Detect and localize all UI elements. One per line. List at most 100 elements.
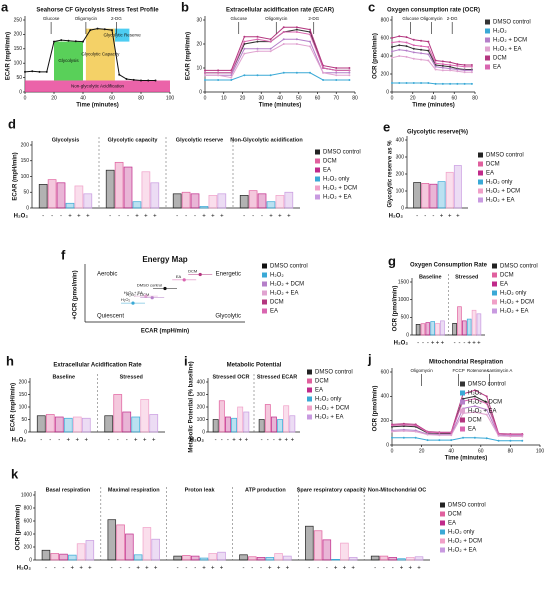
treatment-label: -: [261, 214, 263, 220]
point: [473, 405, 476, 408]
treatment-label: -: [126, 438, 128, 444]
legend-label: DCM: [500, 273, 514, 279]
point: [391, 56, 393, 59]
treatment-label: +: [441, 341, 445, 347]
bar: [217, 193, 227, 209]
bar: [41, 549, 51, 561]
injection-label: Oligomycin: [410, 368, 433, 373]
treatment-label: -: [127, 214, 129, 220]
y-tick-label: 400: [197, 379, 206, 385]
point: [441, 82, 444, 85]
bar: [435, 322, 440, 336]
injection-label: 2-DG: [308, 16, 319, 21]
point: [441, 60, 444, 63]
treatment-label: -: [308, 566, 310, 572]
y-tick-label: 600: [381, 369, 390, 375]
point: [456, 68, 459, 71]
point: [269, 47, 272, 50]
point: [217, 69, 220, 72]
treatment-label: -: [58, 438, 60, 444]
y-tick-label: 0: [29, 557, 32, 563]
treatment-label: -: [128, 566, 130, 572]
point: [463, 82, 466, 85]
treatment-label: +: [154, 566, 158, 572]
treatment-label: +: [220, 214, 224, 220]
y-tick-label: 150: [14, 46, 23, 52]
bar: [81, 417, 91, 433]
legend-swatch: [478, 161, 483, 167]
group-label: Baseline: [419, 274, 442, 280]
treatment-label: +: [277, 566, 281, 572]
bar: [466, 318, 472, 336]
point: [485, 408, 488, 411]
series-line: [392, 82, 472, 85]
bar: [113, 394, 123, 433]
point: [45, 70, 48, 73]
point: [402, 436, 405, 439]
panel-letter: g: [388, 253, 396, 268]
legend-swatch: [440, 538, 445, 544]
legend-label: H₂O₂ + EA: [448, 548, 477, 554]
legend-swatch: [478, 152, 483, 158]
treatment-label: -: [374, 566, 376, 572]
y-tick-label: 300: [197, 392, 206, 398]
bar: [140, 399, 150, 433]
legend-label: H₂O₂ + EA: [323, 195, 352, 201]
chart-title: Oxygen consumption rate (OCR): [387, 8, 480, 14]
point: [282, 26, 285, 29]
legend-swatch: [315, 194, 320, 200]
point: [335, 71, 338, 74]
y-tick-label: 0: [401, 205, 404, 211]
legend-label: H₂O₂ + EA: [315, 415, 344, 421]
treatment-label: +: [211, 566, 215, 572]
point: [269, 38, 272, 41]
point: [230, 71, 233, 74]
region: [25, 80, 170, 92]
treatment-title: H₂O₂: [14, 214, 29, 220]
point: [243, 74, 246, 77]
bar: [38, 184, 48, 209]
x-tick-label: 80: [508, 448, 514, 454]
y-tick-label: 1500: [398, 279, 409, 285]
x-axis-label: Time (minutes): [412, 103, 455, 109]
legend-label: DMSO control: [270, 264, 308, 270]
legend-label: H₂O₂ only: [486, 180, 512, 186]
quadrant-label: Glycolytic: [215, 314, 241, 320]
injection-label: FCCP: [452, 368, 464, 373]
legend-swatch: [440, 520, 445, 526]
bar: [248, 190, 258, 209]
series-line: [391, 398, 523, 436]
point: [470, 82, 473, 85]
group-label: Glycolytic reserve: [176, 137, 223, 143]
treatment-label: -: [49, 438, 51, 444]
region-label: Glycolytic Capacity: [81, 52, 120, 57]
point: [391, 430, 393, 433]
point: [398, 82, 401, 84]
bar: [85, 540, 95, 561]
bar: [50, 553, 59, 561]
series-line: [391, 411, 523, 437]
point: [217, 74, 220, 77]
treatment-label: +: [79, 566, 83, 572]
treatment-label: -: [422, 341, 424, 347]
legend-label: DCM: [486, 162, 500, 168]
point: [391, 41, 393, 44]
treatment-label: -: [242, 566, 244, 572]
legend-label: H₂O₂ + EA: [468, 409, 497, 415]
point: [427, 53, 430, 56]
point: [405, 45, 408, 48]
x-tick-label: 80: [472, 95, 478, 101]
legend-swatch: [307, 378, 312, 384]
bar: [56, 182, 66, 209]
bar: [218, 400, 225, 433]
legend-label: EA: [323, 168, 331, 174]
bar: [123, 166, 133, 209]
y-tick-label: 200: [396, 171, 405, 177]
point: [509, 439, 512, 442]
point: [521, 433, 524, 436]
y-tick-label: 150: [19, 392, 28, 398]
point: [256, 74, 259, 77]
bar: [457, 306, 462, 336]
bar: [83, 193, 93, 209]
point: [391, 436, 393, 439]
